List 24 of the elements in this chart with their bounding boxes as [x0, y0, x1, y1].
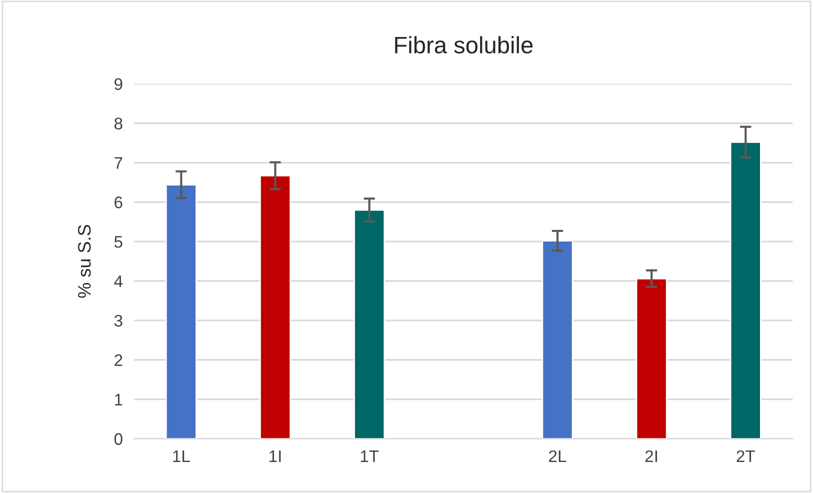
- x-tick-label: 2I: [645, 450, 657, 462]
- y-tick-label: 7: [114, 157, 122, 169]
- x-tick-label: 1L: [173, 450, 190, 462]
- y-tick-label: 8: [114, 118, 122, 130]
- bar: [636, 278, 668, 439]
- x-tick-label: 2L: [549, 450, 566, 462]
- bar: [354, 209, 386, 439]
- bar: [260, 175, 292, 439]
- x-tick-label: 2T: [736, 450, 755, 462]
- chart-title: Fibra solubile: [395, 36, 533, 54]
- y-tick-label: 1: [115, 394, 122, 406]
- bar: [542, 240, 574, 439]
- y-tick-label: 4: [114, 276, 123, 288]
- bar: [165, 184, 197, 439]
- y-tick-label: 9: [114, 78, 122, 90]
- x-tick-label: 1T: [360, 450, 379, 462]
- x-tick-label: 1I: [270, 450, 281, 462]
- y-tick-label: 2: [114, 354, 122, 366]
- bar: [730, 141, 762, 439]
- y-tick-label: 6: [114, 196, 122, 208]
- y-tick-label: 3: [114, 314, 122, 327]
- y-tick-label: 5: [114, 236, 122, 248]
- y-tick-label: 0: [114, 433, 122, 445]
- y-axis-title: % su S.S: [78, 224, 91, 298]
